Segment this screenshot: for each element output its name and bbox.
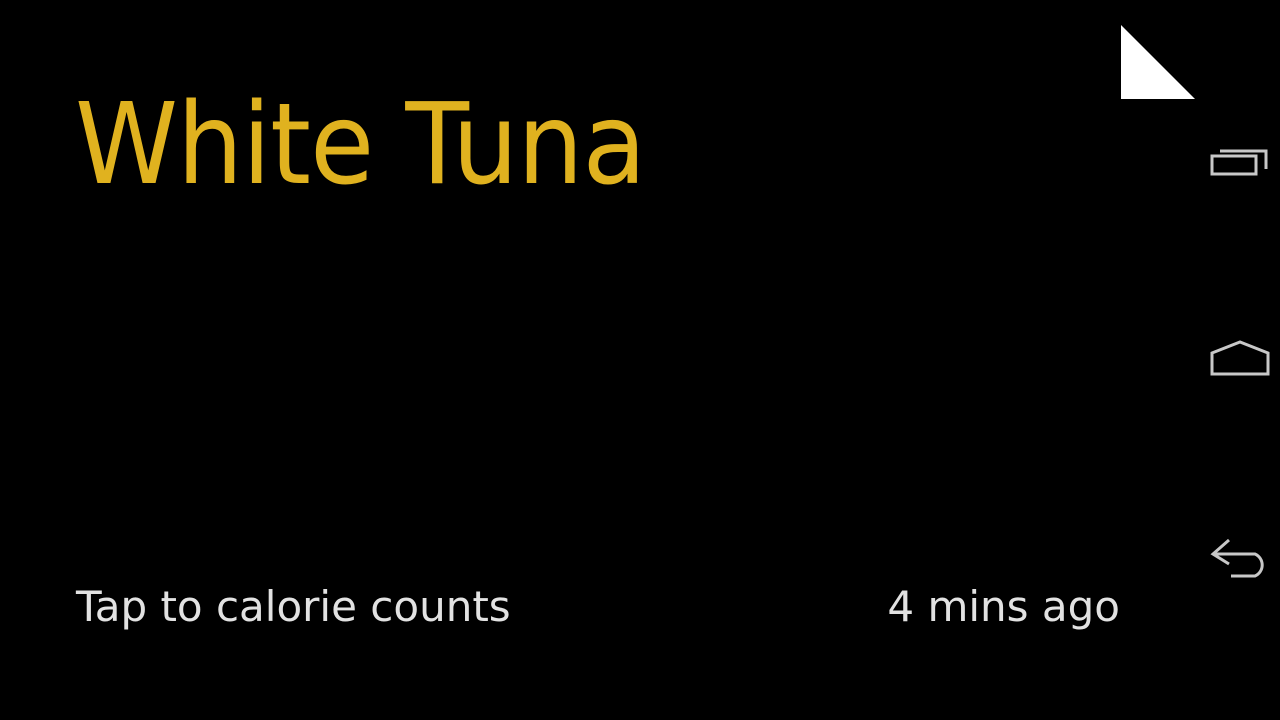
corner-flag-shape — [1121, 25, 1195, 99]
home-button[interactable] — [1200, 318, 1280, 398]
card-footer-hint: Tap to calorie counts — [76, 582, 511, 631]
back-button[interactable] — [1200, 518, 1280, 598]
recent-apps-icon — [1210, 149, 1268, 176]
page-corner-flag-icon — [1121, 25, 1195, 99]
navigation-bar — [1200, 0, 1280, 720]
home-icon — [1210, 340, 1270, 376]
card-title: White Tuna — [75, 80, 646, 210]
recent-apps-button[interactable] — [1200, 120, 1280, 200]
back-icon — [1210, 538, 1264, 578]
timeline-card[interactable]: White Tuna Tap to calorie counts 4 mins … — [0, 0, 1200, 720]
card-timestamp: 4 mins ago — [887, 582, 1120, 631]
